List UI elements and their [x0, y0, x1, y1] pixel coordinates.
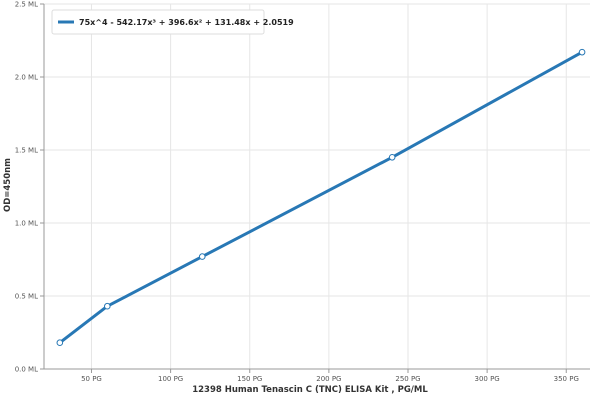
grid	[44, 3, 590, 370]
x-tick-label: 50 PG	[81, 375, 102, 383]
y-tick-label: 2.0 ML	[15, 74, 38, 82]
data-point	[578, 48, 586, 56]
legend: 75x^4 - 542.17x³ + 396.6x² + 131.48x + 2…	[51, 9, 294, 35]
x-tick-label: 250 PG	[395, 375, 420, 383]
x-tick-label: 200 PG	[316, 375, 341, 383]
x-tick-label: 300 PG	[475, 375, 500, 383]
x-tick-label: 100 PG	[158, 375, 183, 383]
axes: 0.0 ML 0.5 ML 1.0 ML 1.5 ML 2.0 ML 2.5 ML 50 P…	[15, 1, 590, 383]
data-point	[198, 253, 206, 260]
series-line	[58, 50, 584, 345]
x-tick-label: 150 PG	[237, 375, 262, 383]
y-tick-label: 1.0 ML	[15, 220, 38, 228]
data-point	[56, 339, 64, 347]
y-tick-label: 1.5 ML	[15, 147, 38, 155]
legend-box	[51, 9, 265, 35]
y-tick-label: 0.0 ML	[15, 366, 38, 374]
x-axis-title: 12398 Human Tenascin C (TNC) ELISA Kit ,…	[192, 385, 428, 395]
x-tick-label: 350 PG	[554, 375, 579, 383]
y-tick-label: 2.5 ML	[15, 1, 38, 9]
data-point	[388, 154, 396, 161]
series-layer	[56, 48, 586, 347]
y-axis-title: OD=450nm	[3, 158, 13, 212]
legend-label: 75x^4 - 542.17x³ + 396.6x² + 131.48x + 2…	[79, 18, 294, 27]
data-point	[104, 302, 111, 310]
y-tick-label: 0.5 ML	[15, 293, 38, 301]
